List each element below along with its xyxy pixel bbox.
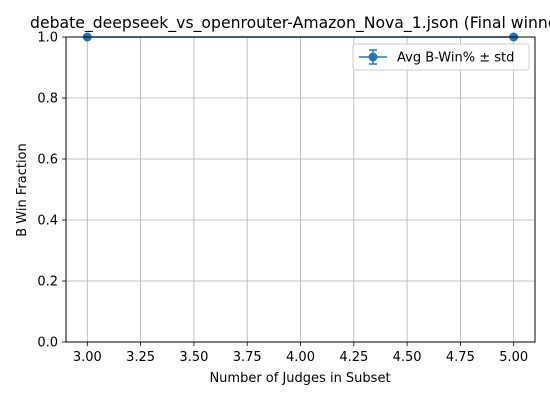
x-tick-label: 3.50 [179, 350, 208, 365]
x-tick-label: 3.75 [233, 350, 262, 365]
axis-ticks: 3.00 3.25 3.50 3.75 4.00 4.25 4.50 4.75 5.00 0.0 0… [37, 31, 528, 366]
y-tick-label: 0.6 [37, 153, 58, 168]
legend-label-avg-b-win: Avg B-Win% ± std [397, 51, 514, 66]
y-tick-label: 0.2 [37, 275, 58, 290]
legend-box [352, 43, 530, 71]
legend-line-marker [359, 49, 387, 65]
x-tick-label: 4.50 [393, 350, 422, 365]
y-tick-label: 1.0 [37, 31, 58, 46]
x-tick-label: 3.25 [126, 350, 155, 365]
grid-lines [66, 36, 535, 343]
y-tick-label: 0.0 [37, 336, 58, 351]
x-tick-label: 4.00 [286, 350, 315, 365]
legend: Avg B-Win% ± std [352, 43, 530, 71]
legend-marker-dot [368, 52, 378, 62]
x-tick-label: 3.00 [73, 350, 102, 365]
y-axis-label: B Win Fraction [15, 143, 30, 237]
chart-title: debate_deepseek_vs_openrouter-Amazon_Nov… [30, 13, 550, 33]
x-tick-label: 5.00 [499, 350, 528, 365]
y-tick-label: 0.4 [37, 214, 58, 229]
x-tick-label: 4.75 [446, 350, 475, 365]
x-axis-label: Number of Judges in Subset [209, 371, 390, 386]
y-tick-label: 0.8 [37, 92, 58, 107]
x-tick-label: 4.25 [339, 350, 368, 365]
